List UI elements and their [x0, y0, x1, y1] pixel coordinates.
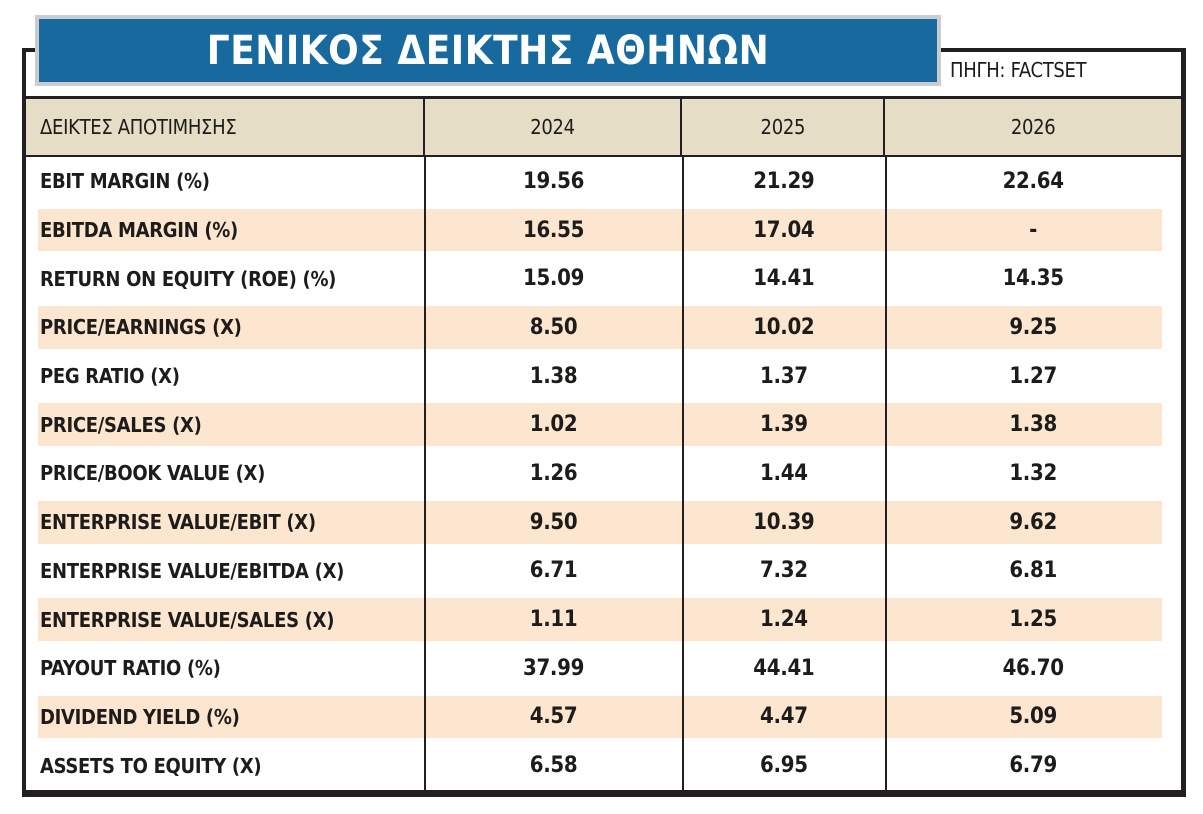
metric-label: ASSETS TO EQUITY (X) [40, 753, 262, 778]
table-row: ASSETS TO EQUITY (X) 6.58 6.95 6.79 [26, 741, 1181, 790]
metric-value: 6.81 [1009, 558, 1057, 584]
metric-label: EBIT MARGIN (%) [40, 169, 210, 194]
metric-value: 5.09 [1009, 704, 1057, 730]
metric-value: 4.57 [529, 704, 578, 730]
metric-value: 46.70 [1002, 655, 1064, 681]
metric-value: 16.55 [522, 217, 585, 243]
metric-value: 17.04 [753, 217, 815, 243]
column-header-year: 2026 [1010, 115, 1056, 139]
metric-value: 6.71 [529, 558, 578, 584]
metric-label: RETURN ON EQUITY (ROE) (%) [40, 266, 337, 291]
table-row: PRICE/EARNINGS (X) 8.50 10.02 9.25 [26, 303, 1181, 352]
metric-value: 8.50 [529, 314, 578, 340]
table-row: PEG RATIO (X) 1.38 1.37 1.27 [26, 352, 1181, 401]
metric-value: 6.95 [760, 753, 808, 779]
metric-label: PEG RATIO (X) [40, 364, 180, 389]
metric-label: ENTERPRISE VALUE/EBITDA (X) [40, 558, 345, 583]
metric-value: 15.09 [522, 266, 585, 292]
table-row: DIVIDEND YIELD (%) 4.57 4.47 5.09 [26, 693, 1181, 742]
metric-value: 7.32 [760, 558, 808, 584]
table-body: EBIT MARGIN (%) 19.56 21.29 22.64 EBITDA MAR… [26, 157, 1181, 790]
table-row: PAYOUT RATIO (%) 37.99 44.41 46.70 [26, 644, 1181, 693]
metric-label: DIVIDEND YIELD (%) [40, 704, 240, 729]
table-frame: ΔΕΙΚΤΕΣ ΑΠΟΤΙΜΗΣΗΣ 2024 2025 2026 EBIT MARG… [22, 48, 1186, 797]
metric-value: 14.35 [1002, 266, 1064, 292]
metric-label: PRICE/SALES (X) [40, 412, 202, 437]
table-row: ENTERPRISE VALUE/SALES (X) 1.11 1.24 1.25 [26, 595, 1181, 644]
metric-value: 1.11 [529, 607, 578, 633]
table-header-row: ΔΕΙΚΤΕΣ ΑΠΟΤΙΜΗΣΗΣ 2024 2025 2026 [26, 96, 1181, 157]
metric-value: 4.47 [760, 704, 808, 730]
page-title: ΓΕΝΙΚΟΣ ΔΕΙΚΤΗΣ ΑΘΗΝΩΝ [206, 27, 770, 74]
metric-label: PRICE/BOOK VALUE (X) [40, 461, 266, 486]
column-divider [424, 157, 426, 790]
metric-label: PAYOUT RATIO (%) [40, 656, 221, 681]
metric-value: 9.62 [1009, 509, 1057, 535]
metric-label: ENTERPRISE VALUE/EBIT (X) [40, 510, 316, 535]
metric-value: 44.41 [753, 655, 815, 681]
metric-value: 19.56 [522, 168, 585, 194]
metric-value: 9.25 [1009, 314, 1057, 340]
column-divider [682, 157, 684, 790]
metric-value: 14.41 [753, 266, 815, 292]
metric-value: 1.26 [529, 460, 578, 486]
column-divider [885, 157, 887, 790]
metric-value: 6.58 [529, 753, 578, 779]
column-header-label: ΔΕΙΚΤΕΣ ΑΠΟΤΙΜΗΣΗΣ [26, 99, 425, 155]
metric-value: 1.38 [529, 363, 578, 389]
metric-value: 6.79 [1009, 753, 1057, 779]
metric-value: 1.39 [760, 412, 808, 438]
metric-value: 1.25 [1009, 607, 1057, 633]
metric-value: 1.24 [760, 607, 808, 633]
metric-value: 37.99 [522, 655, 585, 681]
column-header-year: 2024 [425, 99, 683, 155]
table-row: ENTERPRISE VALUE/EBIT (X) 9.50 10.39 9.62 [26, 498, 1181, 547]
table-row: ENTERPRISE VALUE/EBITDA (X) 6.71 7.32 6.81 [26, 547, 1181, 596]
metric-value: - [1029, 217, 1038, 243]
metric-value: 9.50 [529, 509, 578, 535]
metric-value: 1.27 [1009, 363, 1057, 389]
table-row: EBIT MARGIN (%) 19.56 21.29 22.64 [26, 157, 1181, 206]
metric-value: 1.38 [1009, 412, 1057, 438]
metric-value: 1.37 [760, 363, 808, 389]
table-row: RETURN ON EQUITY (ROE) (%) 15.09 14.41 14.3… [26, 254, 1181, 303]
table-row: EBITDA MARGIN (%) 16.55 17.04 - [26, 206, 1181, 255]
metric-value: 22.64 [1002, 168, 1064, 194]
metric-value: 10.39 [753, 509, 815, 535]
title-banner: ΓΕΝΙΚΟΣ ΔΕΙΚΤΗΣ ΑΘΗΝΩΝ [35, 15, 941, 86]
metric-value: 10.02 [753, 314, 815, 340]
column-header-year: 2025 [682, 99, 886, 155]
title-banner-inner: ΓΕΝΙΚΟΣ ΔΕΙΚΤΗΣ ΑΘΗΝΩΝ [39, 19, 937, 82]
source-label: ΠΗΓΗ: FACTSET [950, 58, 1087, 82]
metric-value: 1.44 [760, 460, 808, 486]
table-row: PRICE/SALES (X) 1.02 1.39 1.38 [26, 400, 1181, 449]
metric-label: ENTERPRISE VALUE/SALES (X) [40, 607, 335, 632]
table-row: PRICE/BOOK VALUE (X) 1.26 1.44 1.32 [26, 449, 1181, 498]
metric-value: 1.02 [529, 412, 578, 438]
metric-label: PRICE/EARNINGS (X) [40, 315, 242, 340]
metric-label: EBITDA MARGIN (%) [40, 218, 238, 243]
metric-value: 1.32 [1009, 460, 1057, 486]
metric-value: 21.29 [753, 168, 815, 194]
